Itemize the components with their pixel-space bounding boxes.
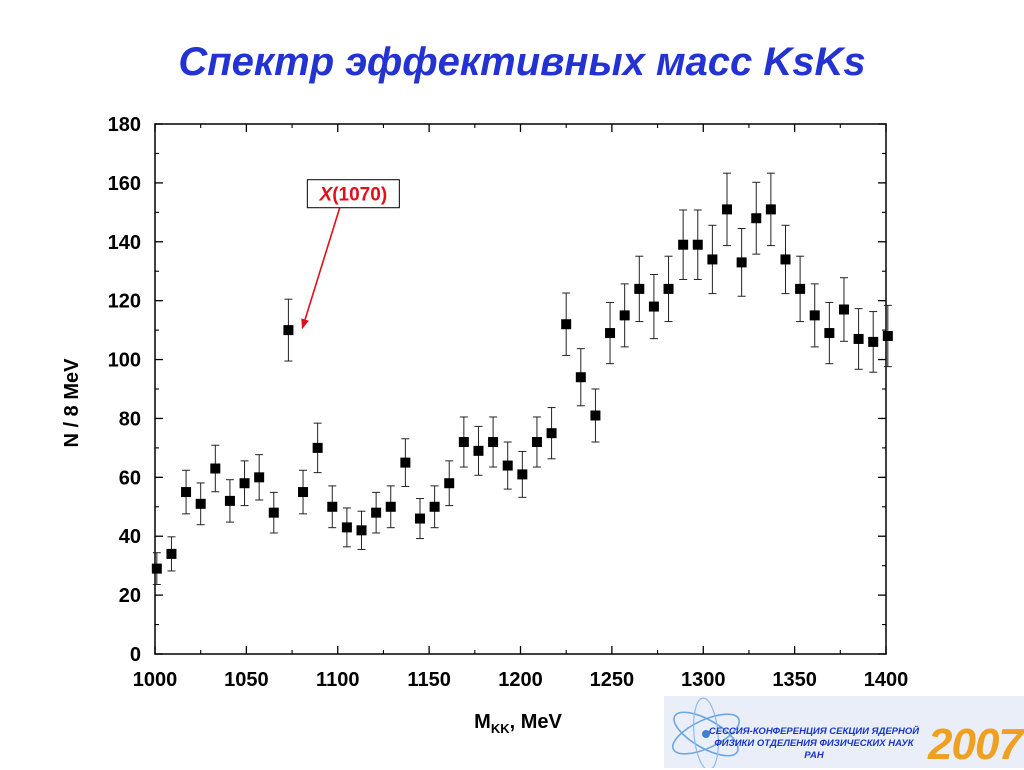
x-tick-label: 1100 bbox=[316, 669, 359, 691]
y-tick-label: 100 bbox=[108, 350, 141, 372]
data-point bbox=[575, 372, 586, 383]
conference-logo bbox=[664, 696, 1024, 768]
data-point bbox=[444, 478, 455, 489]
x-tick-label: 1150 bbox=[407, 669, 450, 691]
data-point bbox=[385, 501, 396, 512]
conference-name-line-3: РАН bbox=[804, 750, 824, 761]
data-point bbox=[531, 437, 542, 447]
x-tick-label: 1300 bbox=[681, 669, 726, 691]
data-point bbox=[210, 463, 221, 474]
annotation-label-italic: X bbox=[319, 185, 334, 206]
data-point bbox=[765, 204, 776, 215]
conference-name-line-2: ФИЗИКИ ОТДЕЛЕНИЯ ФИЗИЧЕСКИХ НАУК bbox=[714, 738, 914, 749]
y-tick-label: 20 bbox=[119, 585, 141, 607]
data-point bbox=[283, 325, 294, 336]
y-tick-label: 80 bbox=[119, 408, 141, 430]
data-point bbox=[561, 319, 572, 330]
data-point bbox=[371, 507, 382, 518]
atom-orbit-icon bbox=[672, 713, 740, 755]
data-point bbox=[692, 239, 703, 250]
x-axis-label-main: M bbox=[474, 711, 491, 733]
y-tick-label: 0 bbox=[130, 644, 141, 666]
x-axis-label-subscript: KK bbox=[491, 721, 510, 736]
y-tick-label: 60 bbox=[119, 467, 141, 489]
data-point bbox=[838, 304, 849, 315]
annotation-label: X(1070) bbox=[319, 185, 388, 206]
data-point bbox=[809, 310, 820, 321]
x-tick-label: 1250 bbox=[590, 669, 635, 691]
annotation-arrow bbox=[301, 205, 342, 330]
y-tick-label: 180 bbox=[108, 114, 141, 136]
plot-frame bbox=[154, 123, 887, 655]
data-point bbox=[605, 328, 616, 339]
data-point bbox=[488, 437, 499, 447]
data-point bbox=[634, 283, 645, 294]
data-point bbox=[663, 283, 674, 294]
x-tick-label: 1050 bbox=[224, 669, 269, 691]
data-point bbox=[429, 501, 440, 512]
data-point bbox=[824, 328, 835, 339]
x-axis-label: MKK, MeV bbox=[474, 711, 562, 736]
data-point bbox=[341, 522, 352, 533]
data-point bbox=[239, 478, 250, 489]
conference-year: 2007 bbox=[928, 720, 1023, 769]
atom-orbit-icon bbox=[693, 697, 719, 768]
data-point bbox=[795, 283, 806, 294]
data-point bbox=[356, 525, 367, 536]
data-point bbox=[268, 507, 279, 518]
annotation-box bbox=[306, 179, 400, 209]
data-point bbox=[868, 336, 879, 347]
data-point bbox=[473, 445, 484, 456]
data-point bbox=[590, 410, 601, 421]
data-point bbox=[327, 501, 338, 512]
x-tick-label: 1400 bbox=[864, 669, 909, 691]
data-point bbox=[736, 257, 747, 268]
data-point bbox=[254, 472, 265, 483]
data-point bbox=[722, 204, 733, 215]
y-tick-label: 160 bbox=[108, 173, 141, 195]
data-point bbox=[312, 442, 323, 453]
x-tick-label: 1000 bbox=[133, 669, 178, 691]
data-point bbox=[678, 239, 689, 250]
data-point bbox=[166, 548, 177, 559]
data-point bbox=[414, 513, 425, 524]
annotation-label-rest: (1070) bbox=[332, 185, 387, 206]
data-point bbox=[853, 333, 864, 344]
x-tick-label: 1350 bbox=[772, 669, 817, 691]
data-point bbox=[458, 437, 469, 447]
y-tick-label: 140 bbox=[108, 232, 141, 254]
x-tick-label: 1200 bbox=[498, 669, 543, 691]
data-point bbox=[648, 301, 659, 312]
data-point bbox=[502, 460, 513, 471]
data-point bbox=[195, 498, 206, 509]
data-point bbox=[400, 457, 411, 468]
data-point bbox=[780, 254, 791, 265]
y-tick-label: 120 bbox=[108, 291, 141, 313]
conference-name-line-1: СЕССИЯ-КОНФЕРЕНЦИЯ СЕКЦИИ ЯДЕРНОЙ bbox=[708, 726, 920, 737]
atom-nucleus-icon bbox=[702, 730, 710, 738]
data-point bbox=[751, 213, 762, 224]
x-axis-label-unit: , MeV bbox=[510, 711, 563, 733]
data-point bbox=[882, 331, 893, 341]
data-point bbox=[151, 563, 162, 574]
data-point bbox=[546, 428, 557, 439]
atom-orbit-icon bbox=[673, 711, 739, 757]
y-tick-label: 40 bbox=[119, 526, 141, 548]
conference-name: СЕССИЯ-КОНФЕРЕНЦИЯ СЕКЦИИ ЯДЕРНОЙ ФИЗИКИ… bbox=[694, 726, 934, 762]
data-point bbox=[517, 469, 528, 480]
y-axis-label: N / 8 MeV bbox=[61, 358, 83, 448]
data-point bbox=[619, 310, 630, 321]
data-point bbox=[224, 495, 235, 506]
slide-title: Спектр эффективных масс KsKs bbox=[178, 40, 866, 84]
data-point bbox=[181, 487, 192, 498]
data-point bbox=[298, 487, 309, 498]
data-point bbox=[707, 254, 718, 265]
